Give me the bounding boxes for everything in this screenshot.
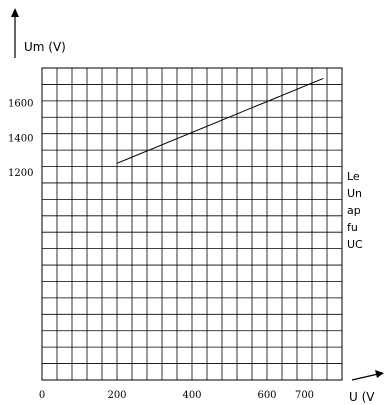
side-note-line: Le <box>347 170 360 183</box>
side-note-line: UC <box>347 238 363 251</box>
x-axis-label: U (V <box>349 390 375 404</box>
y-tick-label: 1200 <box>8 168 33 179</box>
x-tick-label: 600 <box>257 390 276 401</box>
side-note-line: fu <box>347 221 358 234</box>
data-line <box>116 77 324 164</box>
x-tick-label: 700 <box>295 390 314 401</box>
y-tick-label: 1400 <box>8 133 33 144</box>
side-note-line: Un <box>347 187 363 200</box>
x-tick-label: 400 <box>182 390 201 401</box>
x-tick-label: 200 <box>107 390 126 401</box>
y-axis-label: Um (V) <box>24 40 66 54</box>
x-axis-arrow-shaft <box>351 373 379 381</box>
y-axis-arrow-icon <box>11 8 19 17</box>
y-tick-label: 1600 <box>8 99 33 110</box>
x-tick-label: 0 <box>39 390 45 401</box>
side-note-text: Le Un ap fu UC <box>347 168 384 253</box>
plot-frame <box>41 67 343 381</box>
side-note-line: ap <box>347 204 361 217</box>
x-axis-arrow-icon <box>375 370 384 378</box>
